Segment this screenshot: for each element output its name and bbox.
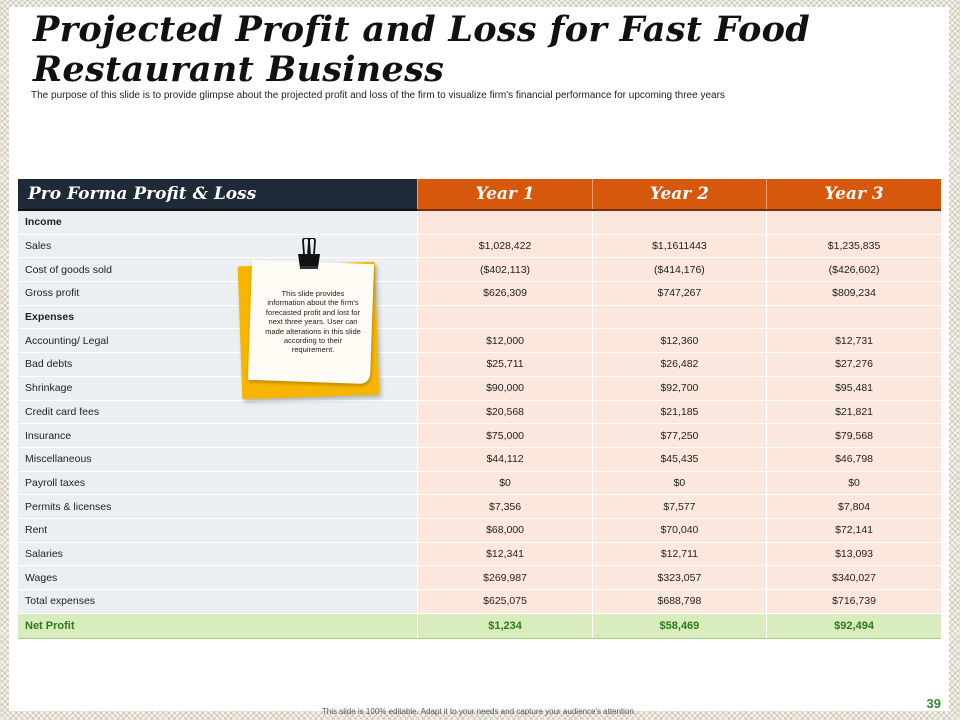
row-value-year-1: $75,000 [417,423,593,448]
table-row-wages: Wages $269,987 $323,057 $340,027 [18,565,941,590]
row-label: Income [18,210,418,235]
table-row-expenses: Expenses [18,305,941,330]
table-row-gross-profit: Gross profit $626,309 $747,267 $809,234 [18,281,941,306]
table-row-permits-licenses: Permits & licenses $7,356 $7,577 $7,804 [18,494,941,519]
row-value-year-1: $12,000 [417,328,593,354]
row-value-year-3: $46,798 [766,447,941,472]
row-value-year-1: $269,987 [417,565,593,590]
row-value-year-3: ($426,602) [766,257,941,283]
row-value-year-1: $90,000 [417,376,593,401]
page-number: 39 [926,696,941,711]
sticky-note-text: This slide provides information about th… [265,289,361,355]
sticky-note: This slide provides information about th… [237,238,380,402]
row-label: Credit card fees [18,400,418,425]
net-profit-year-3: $92,494 [766,612,941,639]
row-value-year-2: $12,360 [591,328,767,354]
table-header-year-2: Year 2 [591,179,767,211]
row-value-year-1 [417,305,593,330]
row-label: Insurance [18,423,418,448]
row-value-year-2: $747,267 [591,281,767,306]
row-value-year-1: $44,112 [417,447,593,472]
table-row-cost-of-goods-sold: Cost of goods sold ($402,113) ($414,176)… [18,257,941,283]
row-value-year-2: $21,185 [591,400,767,425]
row-value-year-2: $77,250 [591,423,767,448]
row-value-year-3: $1,235,835 [766,234,941,259]
row-value-year-3: $12,731 [766,328,941,354]
row-value-year-2: $0 [591,471,767,496]
row-label: Permits & licenses [18,494,418,519]
net-profit-year-2: $58,469 [591,612,767,639]
row-value-year-1: $12,341 [417,542,593,567]
page-subtitle: The purpose of this slide is to provide … [31,90,725,101]
table-header-year-1: Year 1 [417,179,593,211]
table-header-row: Pro Forma Profit & Loss Year 1 Year 2 Ye… [18,179,941,211]
profit-loss-table: Pro Forma Profit & Loss Year 1 Year 2 Ye… [18,179,941,639]
row-value-year-1: ($402,113) [417,257,593,283]
row-label: Sales [18,234,418,259]
row-value-year-1: $68,000 [417,518,593,543]
row-label: Total expenses [18,589,418,614]
row-value-year-2 [591,305,767,330]
net-profit-label: Net Profit [18,612,418,639]
row-value-year-1: $626,309 [417,281,593,306]
table-row-net-profit: Net Profit $1,234 $58,469 $92,494 [18,612,941,639]
row-value-year-2: $323,057 [591,565,767,590]
row-label: Wages [18,565,418,590]
row-value-year-3 [766,210,941,235]
table-row-payroll-taxes: Payroll taxes $0 $0 $0 [18,471,941,496]
row-value-year-3: $340,027 [766,565,941,590]
row-value-year-2: $1,1611443 [591,234,767,259]
row-label: Rent [18,518,418,543]
table-row-insurance: Insurance $75,000 $77,250 $79,568 [18,423,941,448]
row-value-year-1: $1,028,422 [417,234,593,259]
row-value-year-1: $0 [417,471,593,496]
table-row-bad-debts: Bad debts $25,711 $26,482 $27,276 [18,352,941,377]
row-value-year-2: $12,711 [591,542,767,567]
row-value-year-2: ($414,176) [591,257,767,283]
row-value-year-2: $7,577 [591,494,767,519]
table-row-shrinkage: Shrinkage $90,000 $92,700 $95,481 [18,376,941,401]
row-value-year-2: $92,700 [591,376,767,401]
row-value-year-3: $72,141 [766,518,941,543]
binder-clip-icon [298,238,320,269]
row-value-year-2: $26,482 [591,352,767,377]
table-row-rent: Rent $68,000 $70,040 $72,141 [18,518,941,543]
row-value-year-1: $625,075 [417,589,593,614]
table-row-accounting-legal: Accounting/ Legal $12,000 $12,360 $12,73… [18,328,941,354]
net-profit-year-1: $1,234 [417,612,593,639]
table-row-miscellaneous: Miscellaneous $44,112 $45,435 $46,798 [18,447,941,472]
row-value-year-1: $25,711 [417,352,593,377]
row-value-year-3: $13,093 [766,542,941,567]
row-value-year-1 [417,210,593,235]
table-row-credit-card-fees: Credit card fees $20,568 $21,185 $21,821 [18,400,941,425]
page-title: Projected Profit and Loss for Fast Food … [33,9,811,90]
table-row-sales: Sales $1,028,422 $1,1611443 $1,235,835 [18,234,941,259]
table-row-total-expenses: Total expenses $625,075 $688,798 $716,73… [18,589,941,614]
row-value-year-3: $27,276 [766,352,941,377]
row-label: Salaries [18,542,418,567]
row-value-year-3: $95,481 [766,376,941,401]
slide: Projected Profit and Loss for Fast Food … [9,7,949,716]
table-row-income: Income [18,210,941,235]
row-value-year-3 [766,305,941,330]
row-value-year-2 [591,210,767,235]
table-header-label: Pro Forma Profit & Loss [18,179,418,211]
row-value-year-1: $7,356 [417,494,593,519]
row-value-year-1: $20,568 [417,400,593,425]
row-value-year-3: $7,804 [766,494,941,519]
row-value-year-3: $0 [766,471,941,496]
row-value-year-3: $79,568 [766,423,941,448]
row-value-year-2: $70,040 [591,518,767,543]
row-value-year-3: $809,234 [766,281,941,306]
row-value-year-2: $688,798 [591,589,767,614]
table-header-year-3: Year 3 [766,179,941,211]
footer-text: This slide is 100% editable. Adapt it to… [321,707,637,716]
row-value-year-3: $716,739 [766,589,941,614]
row-label: Payroll taxes [18,471,418,496]
table-row-salaries: Salaries $12,341 $12,711 $13,093 [18,542,941,567]
row-value-year-3: $21,821 [766,400,941,425]
row-label: Miscellaneous [18,447,418,472]
row-value-year-2: $45,435 [591,447,767,472]
